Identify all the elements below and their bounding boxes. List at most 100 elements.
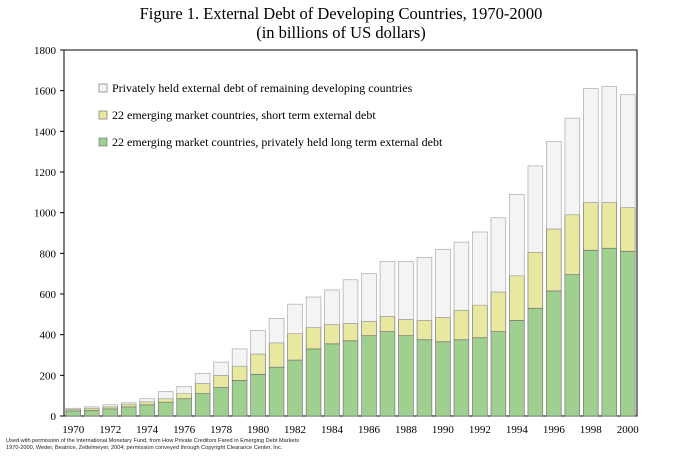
bar-segment xyxy=(268,318,285,344)
x-tick-label: 1994 xyxy=(506,424,529,436)
bar-segment xyxy=(509,194,525,277)
bar-segment xyxy=(472,231,488,306)
bar-segment xyxy=(453,241,470,311)
bar-segment xyxy=(231,365,248,381)
x-tick-label: 1998 xyxy=(580,424,603,436)
legend-swatch xyxy=(98,137,108,147)
bar-segment xyxy=(490,291,507,332)
x-tick-label: 1974 xyxy=(136,424,159,436)
chart-title: Figure 1. External Debt of Developing Co… xyxy=(0,4,682,42)
y-tick-label: 400 xyxy=(40,330,57,342)
y-tick-label: 1200 xyxy=(34,167,57,179)
bar-segment xyxy=(176,398,192,417)
x-tick-label: 1996 xyxy=(543,424,566,436)
bar-segment xyxy=(601,86,618,203)
bar-segment xyxy=(324,343,340,417)
bar-segment xyxy=(194,383,211,394)
x-tick-label: 1988 xyxy=(395,424,418,436)
x-tick-label: 1970 xyxy=(62,424,85,436)
bar-segment xyxy=(398,319,414,337)
bar-segment xyxy=(287,303,303,334)
bar-segment xyxy=(120,403,137,408)
x-tick-label: 2000 xyxy=(617,424,640,436)
bar-segment xyxy=(268,342,285,368)
x-tick-label: 1982 xyxy=(284,424,306,436)
bar-segment xyxy=(213,361,229,376)
bar-segment xyxy=(194,372,211,384)
bar-segment xyxy=(157,401,174,417)
y-tick-label: 600 xyxy=(40,289,57,301)
bar-segment xyxy=(490,217,507,293)
bar-segment xyxy=(546,290,562,417)
bar-segment xyxy=(398,261,414,320)
bar-segment xyxy=(342,340,359,417)
y-tick-label: 1400 xyxy=(34,126,57,138)
bar-segment xyxy=(416,257,433,321)
bar-segment xyxy=(250,353,266,375)
bar-segment xyxy=(564,274,581,417)
bar-segment xyxy=(435,248,451,318)
bar-segment xyxy=(583,202,599,251)
bar-segment xyxy=(324,289,340,325)
y-tick-label: 0 xyxy=(51,411,57,423)
bar-segment xyxy=(361,273,377,322)
bar-segment xyxy=(176,386,192,394)
bar-segment xyxy=(398,335,414,417)
x-tick-label: 1976 xyxy=(173,424,196,436)
bar-segment xyxy=(472,304,488,339)
bar-segment xyxy=(620,207,636,252)
bar-segment xyxy=(379,316,396,332)
bar-segment xyxy=(231,380,248,417)
bar-segment xyxy=(490,331,507,417)
legend-label: Privately held external debt of remainin… xyxy=(112,81,413,95)
bar-segment xyxy=(361,321,377,337)
bar-segment xyxy=(361,335,377,417)
legend-label: 22 emerging market countries, short term… xyxy=(112,108,376,122)
bar-segment xyxy=(139,401,155,406)
bar-segment xyxy=(620,250,636,417)
bar-segment xyxy=(305,296,322,328)
bar-segment xyxy=(583,88,599,203)
bar-segment xyxy=(435,341,451,417)
bar-segment xyxy=(157,391,174,400)
bar-segment xyxy=(83,409,100,417)
x-tick-label: 1992 xyxy=(469,424,491,436)
bar-segment xyxy=(379,261,396,317)
footnote-line: Used with permission of the Internationa… xyxy=(6,438,299,444)
bar-segment xyxy=(102,404,118,408)
bar-segment xyxy=(287,333,303,361)
bar-segment xyxy=(527,165,544,253)
footnote: Used with permission of the Internationa… xyxy=(6,438,299,452)
bar-segment xyxy=(527,307,544,417)
bar-segment xyxy=(250,373,266,417)
bar-segment xyxy=(509,320,525,417)
bar-segment xyxy=(83,406,100,409)
legend-swatch xyxy=(98,83,108,93)
bar-segment xyxy=(564,214,581,276)
bar-segment xyxy=(194,393,211,417)
bar-segment xyxy=(601,202,618,249)
y-tick-label: 800 xyxy=(40,248,57,260)
x-tick-label: 1984 xyxy=(321,424,344,436)
bar-segment xyxy=(120,406,137,417)
legend-swatch xyxy=(98,110,108,120)
x-tick-label: 1986 xyxy=(358,424,381,436)
title: Figure 1. External Debt of Developing Co… xyxy=(139,4,543,23)
bar-segment xyxy=(435,317,451,343)
x-tick-label: 1990 xyxy=(432,424,455,436)
bar-segment xyxy=(305,348,322,417)
x-tick-label: 1978 xyxy=(210,424,233,436)
bar-segment xyxy=(416,339,433,417)
y-tick-label: 1600 xyxy=(34,86,57,98)
bar-segment xyxy=(213,374,229,388)
y-tick-label: 1000 xyxy=(34,208,57,220)
legend-label: 22 emerging market countries, privately … xyxy=(112,135,443,149)
subtitle: (in billions of US dollars) xyxy=(256,23,426,42)
bar-segment xyxy=(546,228,562,292)
bar-segment xyxy=(620,94,636,208)
bar-segment xyxy=(472,337,488,417)
bar-segment xyxy=(379,331,396,417)
bar-segment xyxy=(342,279,359,324)
x-tick-label: 1980 xyxy=(247,424,270,436)
